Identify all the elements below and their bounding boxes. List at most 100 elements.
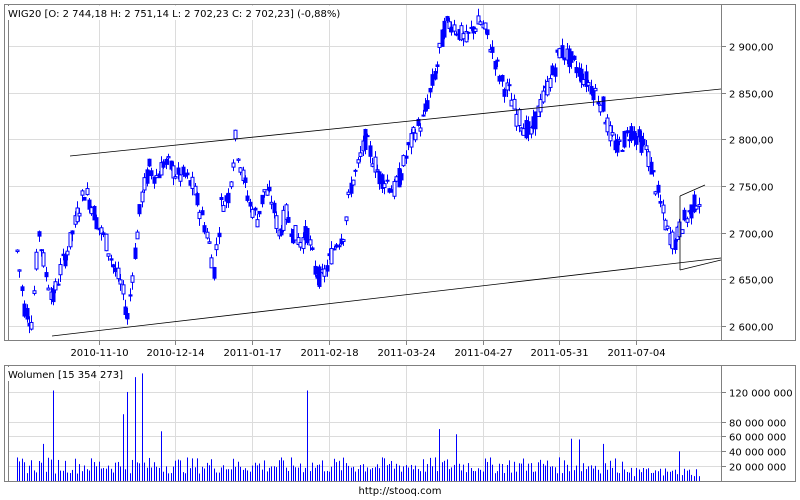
candle-body <box>118 279 123 285</box>
candle-body <box>197 211 202 220</box>
volume-bar <box>274 466 275 481</box>
volume-bar <box>480 469 481 481</box>
candle-body <box>433 70 438 80</box>
volume-bar <box>166 466 167 481</box>
volume-bar <box>123 414 124 481</box>
candle-body <box>656 184 661 193</box>
volume-bar <box>406 465 407 481</box>
volume-bar <box>557 473 558 481</box>
candle-body <box>260 194 265 205</box>
volume-bar <box>607 469 608 481</box>
volume-bar <box>48 457 49 481</box>
volume-tick-label: 120 000 000 <box>729 389 793 400</box>
volume-bar <box>259 463 260 481</box>
price-legend-bg <box>6 6 341 20</box>
candle-body <box>205 231 210 239</box>
candle-body <box>94 217 99 230</box>
date-tick-label: 2011-07-04 <box>607 348 665 359</box>
candle-body <box>29 321 34 330</box>
candle-body <box>442 20 447 38</box>
volume-bar <box>291 457 292 481</box>
volume-bar <box>615 458 616 481</box>
volume-bar <box>183 472 184 481</box>
volume-bar <box>281 457 282 481</box>
volume-bar <box>223 465 224 481</box>
volume-bar <box>305 467 306 481</box>
candle-body <box>34 251 39 270</box>
candle-body <box>17 269 22 272</box>
candle-body <box>353 169 358 172</box>
candle-body <box>272 202 277 214</box>
candle-body <box>39 249 44 252</box>
volume-bar <box>264 460 265 481</box>
candle-body <box>591 89 596 101</box>
candle-body <box>209 257 214 269</box>
volume-bar <box>209 465 210 481</box>
candle-body <box>58 264 63 276</box>
volume-bar <box>468 463 469 481</box>
candle-body <box>322 268 327 277</box>
candle-body <box>620 149 625 152</box>
candle-body <box>140 191 145 203</box>
volume-bar <box>72 469 73 481</box>
candle-body <box>500 75 505 82</box>
volume-bar <box>689 469 690 481</box>
candle-body <box>219 197 224 201</box>
candle-body <box>173 176 178 179</box>
volume-bar <box>233 458 234 481</box>
candle-body <box>392 181 397 197</box>
volume-bar <box>670 471 671 481</box>
volume-bar <box>682 475 683 481</box>
candle-body <box>145 169 150 184</box>
candle-body <box>663 219 668 231</box>
volume-bar <box>634 476 635 481</box>
volume-bar <box>65 460 66 481</box>
volume-bar <box>646 469 647 481</box>
volume-bar <box>653 472 654 481</box>
candle-body <box>617 139 622 142</box>
volume-bar <box>226 469 227 481</box>
candle-body <box>202 225 207 233</box>
candle-body <box>190 176 195 190</box>
candle-body <box>248 201 253 207</box>
volume-bar <box>363 464 364 481</box>
candle-body <box>233 129 238 140</box>
footer-url[interactable]: http://stooq.com <box>358 486 442 497</box>
volume-bar <box>41 462 42 481</box>
candle-body <box>231 162 236 168</box>
volume-bar <box>677 474 678 481</box>
volume-bar <box>339 460 340 481</box>
volume-bar <box>550 466 551 481</box>
volume-bar <box>312 462 313 481</box>
candle-body <box>641 138 646 146</box>
volume-bar <box>351 467 352 481</box>
volume-bar <box>358 469 359 481</box>
volume-bar <box>495 473 496 481</box>
volume-bar <box>375 467 376 481</box>
candle-body <box>651 170 656 173</box>
candle-body <box>68 232 73 248</box>
candle-body <box>313 265 318 275</box>
candle-body <box>409 133 414 148</box>
volume-bar <box>120 466 121 481</box>
volume-bar <box>235 466 236 481</box>
volume-bar <box>34 470 35 481</box>
candle-body <box>615 138 620 153</box>
volume-bar <box>257 465 258 481</box>
candle-body <box>634 136 639 145</box>
candle-body <box>25 307 30 320</box>
volume-panel-frame <box>4 365 796 482</box>
candle-body <box>332 248 337 251</box>
volume-bar <box>79 464 80 481</box>
price-tick-label: 2 800,00 <box>729 136 774 147</box>
volume-bar <box>447 459 448 481</box>
volume-plot-frame <box>8 365 722 482</box>
candle-body <box>308 239 313 246</box>
date-axis: 2010-11-10 2010-12-14 2011-01-17 2011-02-18… <box>70 340 666 359</box>
volume-bar <box>442 462 443 481</box>
volume-bar <box>31 460 32 481</box>
volume-bar <box>540 459 541 481</box>
volume-bar <box>552 466 553 481</box>
volume-bar <box>139 463 140 481</box>
candle-body <box>245 195 250 201</box>
